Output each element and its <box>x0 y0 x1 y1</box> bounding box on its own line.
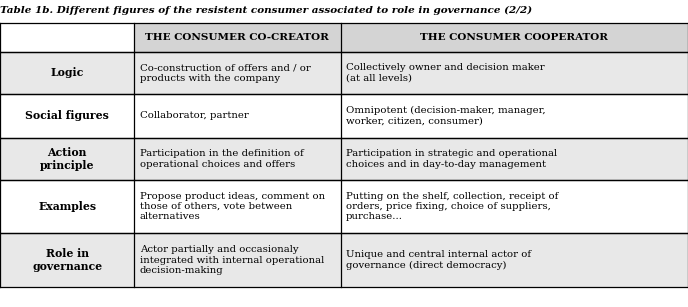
Bar <box>134 180 341 233</box>
Text: Co-construction of offers and / or
products with the company: Co-construction of offers and / or produ… <box>140 63 310 83</box>
Bar <box>0 23 134 52</box>
Bar <box>0 233 134 287</box>
Text: Unique and central internal actor of
governance (direct democracy): Unique and central internal actor of gov… <box>346 251 531 270</box>
Bar <box>341 138 688 180</box>
Bar <box>0 138 134 180</box>
Text: Putting on the shelf, collection, receipt of
orders, price fixing, choice of sup: Putting on the shelf, collection, receip… <box>346 192 559 221</box>
Text: Collaborator, partner: Collaborator, partner <box>140 111 248 120</box>
Bar <box>341 180 688 233</box>
Text: Propose product ideas, comment on
those of others, vote between
alternatives: Propose product ideas, comment on those … <box>140 192 325 221</box>
Text: Actor partially and occasionaly
integrated with internal operational
decision-ma: Actor partially and occasionaly integrat… <box>140 245 324 275</box>
Bar <box>0 52 134 94</box>
Bar <box>341 52 688 94</box>
Bar <box>134 233 341 287</box>
Bar <box>0 180 134 233</box>
Text: Role in
governance: Role in governance <box>32 248 102 272</box>
Text: Participation in the definition of
operational choices and offers: Participation in the definition of opera… <box>140 149 303 169</box>
Text: THE CONSUMER CO-CREATOR: THE CONSUMER CO-CREATOR <box>145 33 330 42</box>
Bar <box>134 138 341 180</box>
Bar <box>134 52 341 94</box>
Bar <box>134 23 341 52</box>
Text: Logic: Logic <box>50 68 84 78</box>
Text: Omnipotent (decision-maker, manager,
worker, citizen, consumer): Omnipotent (decision-maker, manager, wor… <box>346 106 546 126</box>
Text: Participation in strategic and operational
choices and in day-to-day management: Participation in strategic and operation… <box>346 149 557 169</box>
Text: Social figures: Social figures <box>25 111 109 121</box>
Text: Collectively owner and decision maker
(at all levels): Collectively owner and decision maker (a… <box>346 63 545 83</box>
Bar <box>341 233 688 287</box>
Bar <box>341 94 688 138</box>
Bar <box>0 94 134 138</box>
Text: Action
principle: Action principle <box>40 147 94 171</box>
Text: Table 1b. Different figures of the resistent consumer associated to role in gove: Table 1b. Different figures of the resis… <box>0 6 532 14</box>
Text: Examples: Examples <box>38 201 96 212</box>
Text: THE CONSUMER COOPERATOR: THE CONSUMER COOPERATOR <box>420 33 608 42</box>
Bar <box>341 23 688 52</box>
Bar <box>134 94 341 138</box>
